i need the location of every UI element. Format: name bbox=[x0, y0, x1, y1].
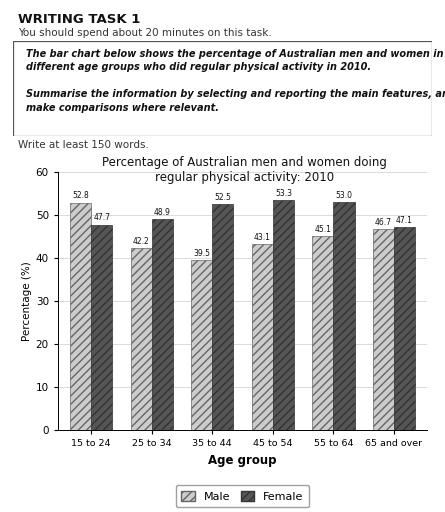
Bar bbox=[152, 219, 173, 430]
X-axis label: Age group: Age group bbox=[208, 454, 277, 466]
Text: 53.0: 53.0 bbox=[336, 190, 352, 200]
Text: Write at least 150 words.: Write at least 150 words. bbox=[18, 140, 149, 151]
Text: 43.1: 43.1 bbox=[254, 233, 271, 242]
Text: You should spend about 20 minutes on this task.: You should spend about 20 minutes on thi… bbox=[18, 28, 271, 38]
Bar bbox=[130, 248, 152, 430]
Text: 52.5: 52.5 bbox=[214, 193, 231, 202]
Text: WRITING TASK 1: WRITING TASK 1 bbox=[18, 13, 140, 26]
Bar bbox=[70, 203, 91, 430]
Bar bbox=[373, 229, 394, 430]
Bar bbox=[251, 244, 273, 430]
Bar bbox=[191, 260, 212, 430]
Text: 52.8: 52.8 bbox=[72, 191, 89, 200]
Text: 39.5: 39.5 bbox=[193, 249, 210, 258]
Bar bbox=[273, 200, 294, 430]
Text: 42.2: 42.2 bbox=[133, 237, 150, 246]
Text: 53.3: 53.3 bbox=[275, 189, 292, 198]
Text: The bar chart below shows the percentage of Australian men and women in
differen: The bar chart below shows the percentage… bbox=[26, 49, 445, 113]
Text: 48.9: 48.9 bbox=[154, 208, 171, 217]
Bar bbox=[312, 236, 333, 430]
Bar bbox=[333, 202, 355, 430]
Text: Percentage of Australian men and women doing
regular physical activity: 2010: Percentage of Australian men and women d… bbox=[102, 156, 387, 184]
Text: 45.1: 45.1 bbox=[314, 225, 331, 233]
Bar bbox=[91, 225, 112, 430]
Text: 47.7: 47.7 bbox=[93, 214, 110, 222]
Bar bbox=[212, 204, 234, 430]
Text: 47.1: 47.1 bbox=[396, 216, 413, 225]
Legend: Male, Female: Male, Female bbox=[176, 485, 309, 507]
Text: 46.7: 46.7 bbox=[375, 218, 392, 227]
Bar bbox=[394, 227, 415, 430]
Y-axis label: Percentage (%): Percentage (%) bbox=[21, 261, 32, 340]
